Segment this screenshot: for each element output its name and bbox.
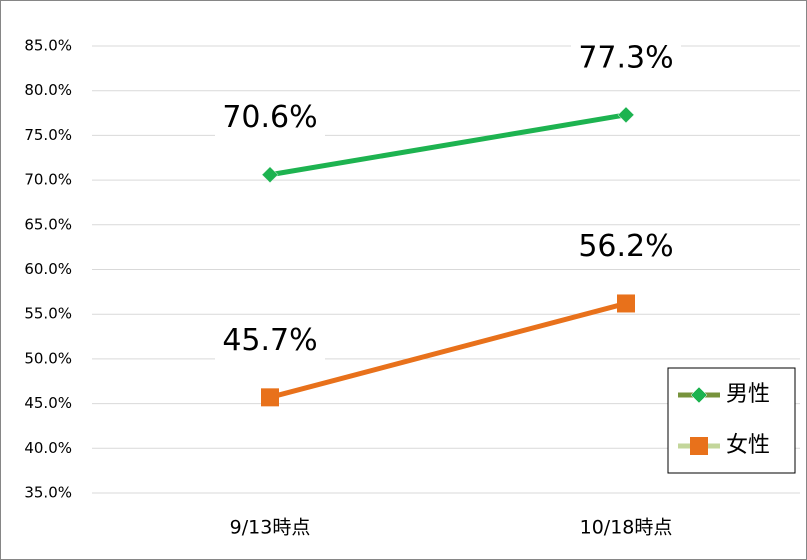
data-point — [617, 106, 635, 124]
legend-label: 女性 — [726, 433, 770, 458]
legend-marker — [690, 386, 708, 404]
y-tick-label: 80.0% — [24, 81, 72, 99]
legend-label: 男性 — [726, 382, 770, 407]
x-tick-label: 9/13時点 — [230, 517, 311, 539]
y-tick-label: 55.0% — [24, 305, 72, 323]
y-tick-label: 35.0% — [24, 484, 72, 502]
data-label-bg — [215, 96, 325, 139]
y-tick-label: 75.0% — [24, 126, 72, 144]
x-tick-label: 10/18時点 — [580, 517, 673, 539]
data-label: 56.2% — [578, 229, 673, 264]
data-label: 45.7% — [222, 323, 317, 358]
legend-box — [667, 367, 796, 474]
series-line — [269, 301, 627, 400]
y-tick-label: 40.0% — [24, 439, 72, 457]
data-label: 77.3% — [578, 40, 673, 75]
y-tick-label: 65.0% — [24, 215, 72, 233]
y-tick-label: 60.0% — [24, 260, 72, 278]
y-tick-label: 70.0% — [24, 171, 72, 189]
data-point — [261, 166, 279, 184]
series-line — [269, 112, 627, 178]
data-label-bg — [215, 319, 325, 362]
data-label-bg — [571, 36, 681, 79]
y-tick-label: 50.0% — [24, 349, 72, 367]
data-point — [617, 294, 635, 313]
legend-marker — [690, 437, 708, 455]
y-tick-label: 45.0% — [24, 394, 72, 412]
data-point — [261, 388, 279, 407]
y-tick-label: 85.0% — [24, 37, 72, 55]
data-label-bg — [571, 225, 681, 268]
data-label: 70.6% — [222, 100, 317, 135]
